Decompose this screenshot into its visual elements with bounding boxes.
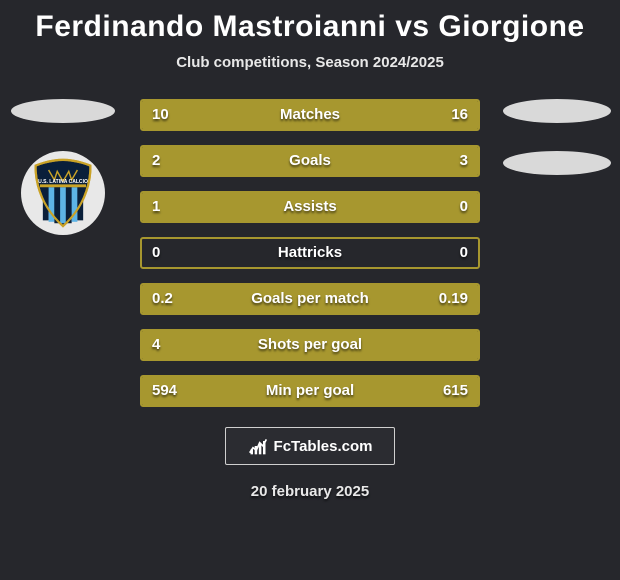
stat-row: 23Goals [140,145,480,177]
stat-label: Matches [142,101,478,129]
stat-row: 1016Matches [140,99,480,131]
stat-row: 10Assists [140,191,480,223]
stat-row: 4Shots per goal [140,329,480,361]
stat-row: 594615Min per goal [140,375,480,407]
stat-label: Hattricks [142,239,478,267]
chart-icon [248,436,268,456]
comparison-panel: U.S. LATINA CALCIO 1016Matches 23Goals 10A… [0,99,620,407]
stat-row: 00Hattricks [140,237,480,269]
club-badge-left: U.S. LATINA CALCIO [21,151,105,235]
stat-label: Goals [142,147,478,175]
brand-text: FcTables.com [274,438,373,455]
page-subtitle: Club competitions, Season 2024/2025 [0,54,620,71]
left-player-column: U.S. LATINA CALCIO [8,99,118,235]
footer-date: 20 february 2025 [0,483,620,500]
svg-text:U.S. LATINA CALCIO: U.S. LATINA CALCIO [38,179,88,185]
stat-label: Min per goal [142,377,478,405]
stat-label: Assists [142,193,478,221]
shield-icon: U.S. LATINA CALCIO [27,157,99,229]
stat-label: Shots per goal [142,331,478,359]
stat-bars: 1016Matches 23Goals 10Assists 00Hattricks 0.… [140,99,480,407]
player-photo-placeholder [503,99,611,123]
page-title: Ferdinando Mastroianni vs Giorgione [0,0,620,44]
brand-badge: FcTables.com [225,427,395,465]
stat-label: Goals per match [142,285,478,313]
club-badge-placeholder [503,151,611,175]
player-photo-placeholder [11,99,115,123]
right-player-column [502,99,612,203]
stat-row: 0.20.19Goals per match [140,283,480,315]
